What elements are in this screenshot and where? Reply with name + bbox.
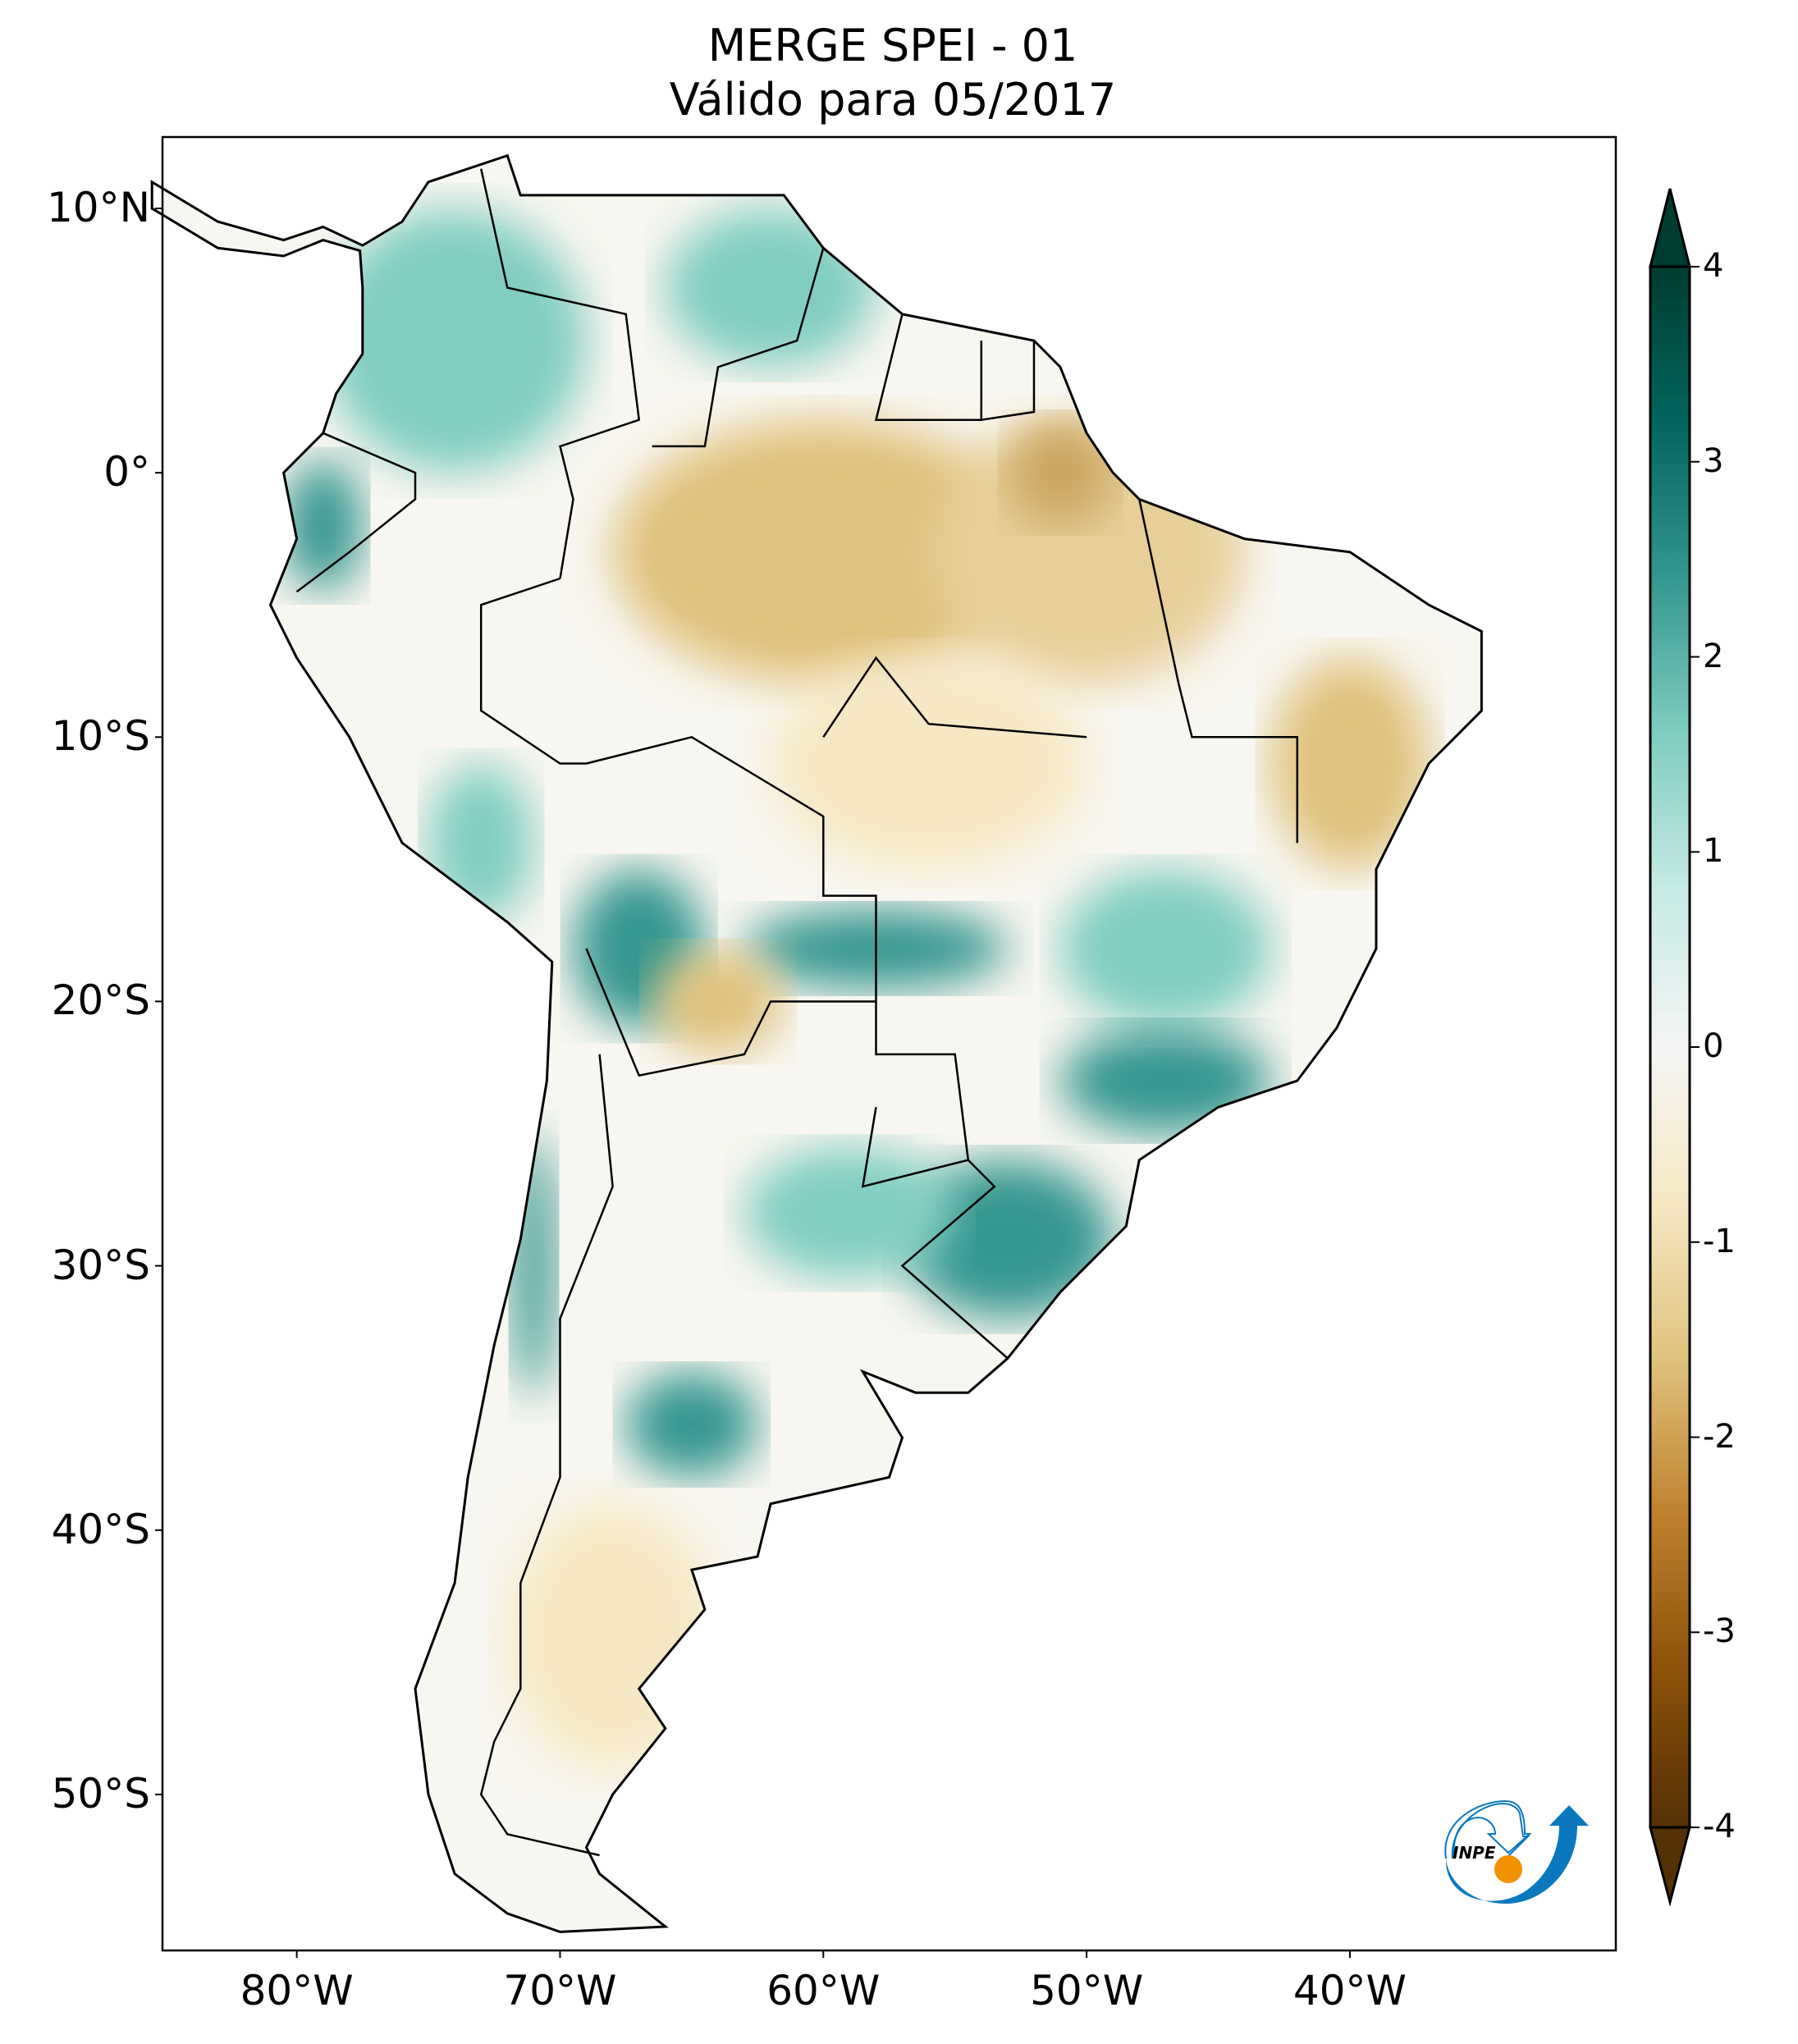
lat-tick-label: 10°N [46,183,150,231]
lon-tick-label: 80°W [240,1967,354,2014]
spei-anomaly [428,764,534,922]
border-line [295,432,417,593]
lat-tick-label: 30°S [51,1241,150,1289]
border-line [585,735,877,1077]
spei-anomaly [507,1504,718,1767]
colorbar-extend-min [1649,1826,1691,1907]
map-subtitle: Válido para 05/2017 [669,74,1117,126]
lat-tick-label: 10°S [51,712,150,761]
border-line [652,247,825,448]
border-line [479,577,587,765]
border-line [1138,499,1299,844]
border-line [861,1001,970,1188]
inpe-logo: INPE [1444,1799,1589,1904]
spei-anomaly [613,420,1034,684]
border-line [874,313,983,421]
lon-tick-label: 70°W [503,1967,617,2014]
map-title: MERGE SPEI - 01 [707,20,1078,71]
spei-anomaly [323,209,587,473]
spei-anomaly [771,658,1087,869]
colorbar-tick-label: 3 [1703,441,1724,480]
lon-tick-label: 50°W [1030,1967,1144,2014]
colorbar-tick-label: 2 [1703,637,1724,675]
border-line [479,168,641,579]
lon-tick-label: 60°W [766,1967,881,2014]
spei-anomaly [652,949,784,1054]
spei-anomaly [744,1147,955,1279]
spei-anomaly [625,1371,757,1477]
colorbar-tick-label: -4 [1703,1808,1736,1845]
spei-anomaly [1008,420,1114,526]
spei-anomaly [283,460,363,592]
spei-anomaly [1060,870,1271,1028]
country-borders [295,168,1299,1857]
logo-text: INPE [1453,1843,1496,1863]
lat-tick-label: 50°S [51,1769,150,1818]
map-frame [161,135,1617,1952]
spei-anomaly [1060,1028,1271,1134]
border-line [479,1054,614,1857]
lat-tick-label: 20°S [51,976,150,1025]
colorbar-extend-max [1649,188,1691,268]
colorbar [1649,265,1691,1829]
colorbar-tick-label: -3 [1703,1612,1736,1651]
colorbar-tick-label: 0 [1703,1027,1724,1065]
colorbar-tick-label: 4 [1703,247,1724,285]
lat-tick-label: 40°S [51,1505,150,1553]
colorbar-tick-label: -2 [1703,1417,1736,1456]
border-line [981,341,1036,421]
coastline [150,153,1483,1933]
lat-tick-label: 0° [103,448,150,496]
colorbar-tick-label: 1 [1703,832,1724,871]
colorbar-tick-label: -1 [1703,1222,1736,1260]
lon-tick-label: 40°W [1292,1967,1407,2014]
border-line [822,656,1087,738]
border-line [900,1159,1009,1360]
spei-anomaly [902,1160,1113,1319]
spei-anomaly [512,1134,555,1397]
spei-anomaly [1270,658,1429,869]
spei-field [162,155,1482,1932]
spei-anomaly [666,208,876,367]
